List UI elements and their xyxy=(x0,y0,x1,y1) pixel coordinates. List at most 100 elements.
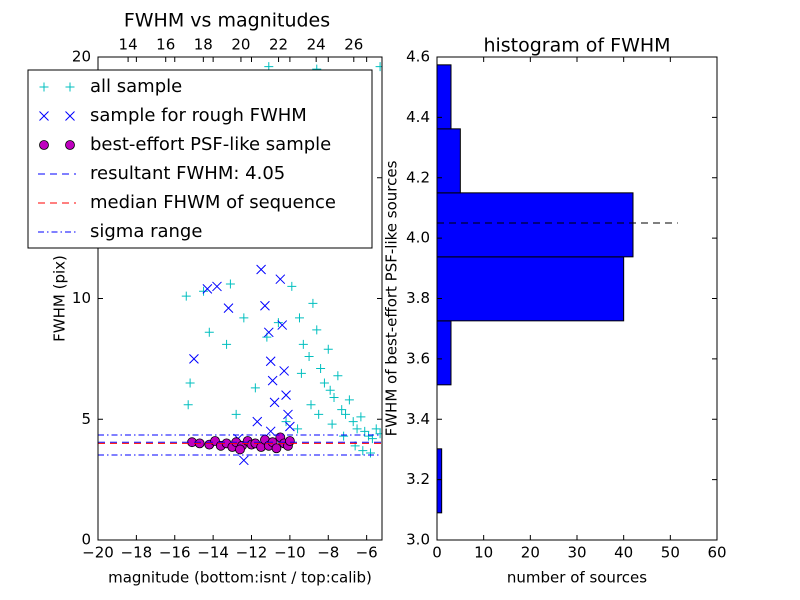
y-tick-label: 0 xyxy=(81,531,91,549)
plus-marker xyxy=(333,371,343,381)
plus-marker xyxy=(375,62,382,72)
x-tick-label: 0 xyxy=(432,544,442,562)
y-tick-label: 3.6 xyxy=(406,349,430,367)
legend: all sample sample for rough FWHM best-effo… xyxy=(27,69,373,249)
legend-label: sigma range xyxy=(90,221,202,242)
x-marker xyxy=(202,283,213,294)
x2-tick-label: 26 xyxy=(344,36,363,54)
x-marker xyxy=(269,397,280,408)
chart-title: histogram of FWHM xyxy=(483,35,670,57)
x-marker xyxy=(256,264,266,275)
x-marker xyxy=(39,111,49,121)
x-marker xyxy=(252,416,263,427)
plus-marker xyxy=(304,351,314,361)
plus-marker xyxy=(293,424,303,434)
x2-tick-label: 18 xyxy=(194,36,213,54)
plus-marker xyxy=(183,400,193,410)
plus-marker xyxy=(339,431,349,441)
x-tick-label: 20 xyxy=(521,544,540,562)
x2-tick-label: 16 xyxy=(156,36,175,54)
plus-marker xyxy=(367,434,377,444)
plus-marker xyxy=(294,313,304,323)
x-tick-label: 50 xyxy=(661,544,680,562)
plus-marker xyxy=(250,383,260,393)
x-marker xyxy=(283,409,293,420)
x-tick-label: −6 xyxy=(356,544,378,562)
legend-label: best-effort PSF-like sample xyxy=(90,134,331,155)
y-tick-label: 3.8 xyxy=(406,289,430,307)
histogram-bar xyxy=(436,256,625,322)
plus-marker xyxy=(225,279,235,289)
plus-marker xyxy=(185,378,195,388)
x-marker xyxy=(279,366,289,376)
x-tick-label: −18 xyxy=(121,544,153,562)
plus-marker xyxy=(312,325,322,335)
x-marker xyxy=(285,421,295,432)
plus-marker xyxy=(308,298,318,308)
plus-marker xyxy=(222,339,232,349)
x-tick-label: 60 xyxy=(707,544,726,562)
plus-marker xyxy=(352,424,362,434)
x-tick-label: −10 xyxy=(274,544,306,562)
plus-marker xyxy=(348,417,358,427)
y-tick-label: 3.2 xyxy=(406,470,430,488)
circle-marker xyxy=(284,436,295,446)
x-marker xyxy=(265,426,276,437)
plus-marker xyxy=(204,327,214,337)
histogram-bar xyxy=(436,128,461,194)
plus-marker xyxy=(356,412,366,422)
circle-marker xyxy=(235,444,245,455)
legend-label: all sample xyxy=(90,76,182,97)
x2-tick-label: 14 xyxy=(119,36,138,54)
plus-marker xyxy=(287,281,297,291)
plus-marker xyxy=(344,395,354,405)
x-marker xyxy=(263,327,274,338)
y-tick-label: 4.2 xyxy=(406,168,430,186)
chart-title: FWHM vs magnitudes xyxy=(124,10,330,32)
plus-marker xyxy=(325,385,335,395)
x-tick-label: −12 xyxy=(236,544,268,562)
circle-marker xyxy=(39,140,49,150)
x-axis-label: number of sources xyxy=(507,569,647,587)
plus-marker xyxy=(341,409,351,419)
plus-marker xyxy=(364,431,374,441)
histogram-bar xyxy=(436,448,443,514)
x-marker xyxy=(260,300,270,311)
y-tick-label: 4.4 xyxy=(406,108,430,126)
x-marker xyxy=(238,455,249,466)
plus-marker xyxy=(39,82,49,92)
y-tick-label: 20 xyxy=(72,48,91,66)
legend-label: median FHWM of sequence xyxy=(90,192,336,213)
legend-frame xyxy=(27,69,373,249)
y-tick-label: 3.0 xyxy=(406,531,430,549)
x-marker xyxy=(265,356,276,367)
y-tick-label: 10 xyxy=(72,289,91,307)
plus-marker xyxy=(199,286,209,296)
x-tick-label: −16 xyxy=(159,544,191,562)
x2-tick-label: 24 xyxy=(307,36,326,54)
plus-marker xyxy=(181,291,191,301)
y-tick-label: 4.6 xyxy=(406,48,430,66)
plus-marker xyxy=(296,368,306,378)
x-marker xyxy=(223,303,234,314)
plus-marker xyxy=(316,364,326,374)
plus-marker xyxy=(273,318,283,328)
plus-marker xyxy=(360,426,370,436)
x-marker xyxy=(275,274,286,285)
x-tick-label: −14 xyxy=(197,544,229,562)
y-tick-label: 5 xyxy=(81,410,91,428)
x-marker xyxy=(267,375,278,386)
x2-tick-label: 20 xyxy=(231,36,250,54)
plus-marker xyxy=(281,417,291,427)
histogram-bar xyxy=(436,192,634,258)
legend-label: resultant FWHM: 4.05 xyxy=(90,163,285,184)
x-tick-label: 30 xyxy=(567,544,586,562)
histogram-bar xyxy=(436,320,452,386)
circle-marker xyxy=(271,443,282,454)
y-tick-label: 3.4 xyxy=(406,410,430,428)
plus-marker xyxy=(375,429,382,439)
legend-label: sample for rough FWHM xyxy=(90,105,307,126)
x-tick-label: 10 xyxy=(474,544,493,562)
histogram-bar xyxy=(436,64,452,130)
x-marker xyxy=(65,111,75,121)
